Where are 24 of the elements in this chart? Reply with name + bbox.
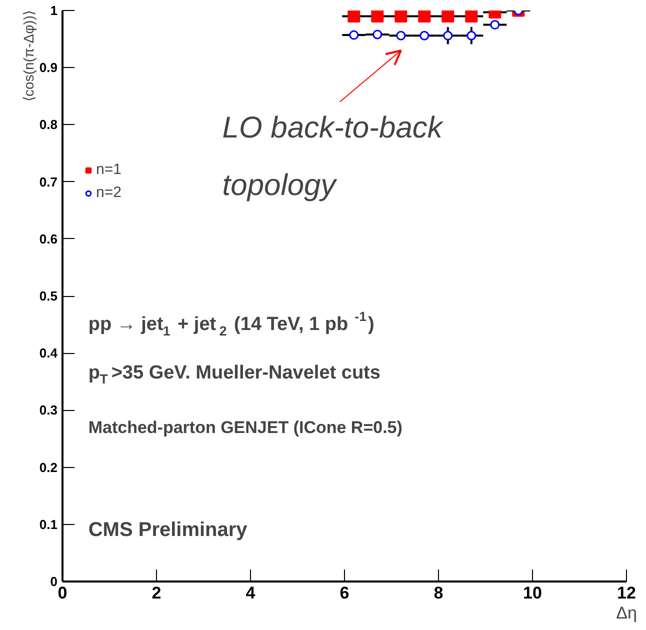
annotation: LO back-to-back topology bbox=[222, 112, 444, 202]
y-tick-label: 1 bbox=[50, 3, 58, 18]
y-tick-label: 0.8 bbox=[39, 117, 58, 132]
y-tick-label: 0 bbox=[50, 574, 58, 589]
y-tick-label: 0.3 bbox=[39, 402, 58, 418]
y-axis-title: ⟨cos(n(π-Δφ))⟩ bbox=[20, 10, 36, 102]
x-tick-label: 4 bbox=[246, 584, 256, 602]
y-tick-label: 0.9 bbox=[39, 60, 58, 76]
annotation: CMS Preliminary bbox=[88, 519, 248, 542]
x-tick-label: 10 bbox=[523, 584, 542, 602]
annotation: Matched-parton GENJET (ICone R=0.5) bbox=[88, 418, 402, 437]
x-tick-label: 8 bbox=[434, 584, 444, 602]
y-tick-label: 0.1 bbox=[39, 516, 58, 532]
x-tick-label: 12 bbox=[617, 584, 636, 602]
legend-label: n=1 bbox=[96, 161, 122, 178]
legend-label: n=2 bbox=[96, 184, 122, 201]
y-tick-label: 0.7 bbox=[39, 174, 58, 190]
x-axis-title: Δη bbox=[616, 604, 637, 622]
y-tick-label: 0.6 bbox=[39, 231, 58, 246]
x-tick-label: 2 bbox=[152, 584, 162, 602]
y-tick-label: 0.2 bbox=[39, 460, 58, 475]
x-tick-label: 6 bbox=[340, 584, 350, 602]
y-tick-label: 0.4 bbox=[39, 346, 58, 361]
y-tick-label: 0.5 bbox=[39, 288, 58, 304]
